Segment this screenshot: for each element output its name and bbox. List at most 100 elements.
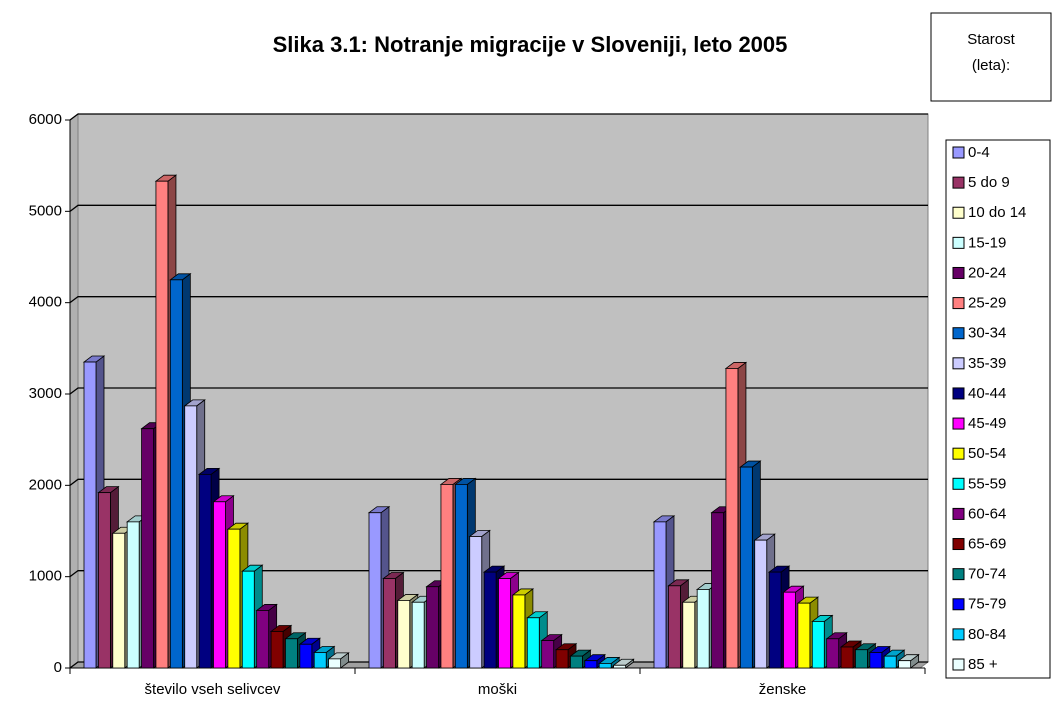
legend-swatch xyxy=(952,236,965,249)
legend-swatch xyxy=(952,146,965,159)
bar xyxy=(897,653,920,669)
x-tick-label: ženske xyxy=(759,681,807,698)
bar-front xyxy=(711,512,724,669)
bar-front xyxy=(112,532,126,669)
grid-line xyxy=(69,387,928,395)
legend-label: 40-44 xyxy=(968,385,1006,402)
bar-front xyxy=(696,589,710,669)
bar-front xyxy=(570,655,583,669)
legend-swatch xyxy=(952,266,965,279)
legend-label: 55-59 xyxy=(968,475,1006,492)
bar-front xyxy=(83,361,97,669)
bar-front xyxy=(454,484,468,669)
bar-front xyxy=(313,652,327,669)
legend-swatch xyxy=(952,327,965,340)
legend-title: Starost xyxy=(967,31,1015,48)
bar-front xyxy=(411,601,425,669)
bar xyxy=(883,649,906,669)
grid-line xyxy=(69,661,928,669)
legend-label: 50-54 xyxy=(968,445,1006,462)
bar-front xyxy=(768,571,782,669)
bar-front xyxy=(840,646,854,669)
bar-front xyxy=(598,663,612,669)
bar-front xyxy=(811,621,825,669)
legend-label: 15-19 xyxy=(968,234,1006,251)
bar-front xyxy=(141,428,154,669)
bar-front xyxy=(440,484,454,669)
legend-label: 80-84 xyxy=(968,626,1006,643)
bar-front xyxy=(426,586,439,669)
legend-title: (leta): xyxy=(972,57,1010,74)
legend-swatch xyxy=(952,477,965,490)
legend-swatch xyxy=(952,176,965,189)
bar-front xyxy=(826,638,840,669)
legend-label: 75-79 xyxy=(968,596,1006,613)
bar-front xyxy=(328,658,342,669)
y-tick-label: 2000 xyxy=(29,476,62,493)
bar-front xyxy=(855,649,868,669)
bar-front xyxy=(184,405,198,669)
grid-line xyxy=(69,570,928,578)
legend-swatch xyxy=(952,297,965,310)
bar-front xyxy=(397,600,411,669)
legend-swatch xyxy=(952,507,965,520)
legend-swatch xyxy=(952,387,965,400)
bar-front xyxy=(227,528,241,669)
bar-front xyxy=(555,649,569,669)
legend-label: 65-69 xyxy=(968,535,1006,552)
bar-front xyxy=(667,585,681,669)
legend-label: 20-24 xyxy=(968,264,1006,281)
legend-swatch xyxy=(952,628,965,641)
legend-label: 10 do 14 xyxy=(968,204,1026,221)
bar-front xyxy=(898,660,912,669)
bar-front xyxy=(213,501,226,669)
bar-front xyxy=(198,473,212,669)
legend-title-box xyxy=(930,12,1052,102)
grid-line xyxy=(69,478,928,486)
x-tick-label: število vseh selivcev xyxy=(145,681,281,698)
bar-front xyxy=(256,610,270,669)
y-tick-label: 1000 xyxy=(29,568,62,585)
bar-front xyxy=(498,578,511,669)
bar-front xyxy=(285,638,298,669)
bar-front xyxy=(584,660,598,669)
legend-label: 5 do 9 xyxy=(968,174,1010,191)
bar-front xyxy=(783,591,796,669)
legend-swatch xyxy=(952,206,965,219)
grid-line xyxy=(69,113,928,121)
legend-swatch xyxy=(952,658,965,671)
legend-label: 45-49 xyxy=(968,415,1006,432)
legend-label: 0-4 xyxy=(968,144,990,161)
bar-front xyxy=(155,180,169,669)
bar-front xyxy=(512,594,526,669)
bar-front xyxy=(270,631,284,669)
y-tick-label: 0 xyxy=(54,659,62,676)
bar-front xyxy=(368,512,382,669)
y-tick-label: 6000 xyxy=(29,111,62,128)
bar-front xyxy=(483,571,497,669)
y-tick-label: 5000 xyxy=(29,202,62,219)
legend-label: 35-39 xyxy=(968,355,1006,372)
x-tick-label: moški xyxy=(478,681,517,698)
legend-label: 85 + xyxy=(968,656,998,673)
bar-front xyxy=(883,655,897,669)
bar-front xyxy=(869,652,883,669)
y-tick-label: 4000 xyxy=(29,294,62,311)
legend-label: 60-64 xyxy=(968,505,1006,522)
bar-front xyxy=(653,521,667,669)
legend-box xyxy=(945,139,1051,679)
legend-label: 70-74 xyxy=(968,566,1006,583)
legend-swatch xyxy=(952,568,965,581)
legend-swatch xyxy=(952,357,965,370)
bar-front xyxy=(613,664,627,669)
legend-label: 30-34 xyxy=(968,325,1006,342)
legend-swatch xyxy=(952,538,965,551)
y-tick-label: 3000 xyxy=(29,385,62,402)
legend-swatch xyxy=(952,417,965,430)
bar-front xyxy=(299,643,313,669)
bar-front xyxy=(682,601,696,669)
bar-front xyxy=(241,570,255,669)
bar xyxy=(327,652,350,669)
bar-front xyxy=(797,602,811,669)
